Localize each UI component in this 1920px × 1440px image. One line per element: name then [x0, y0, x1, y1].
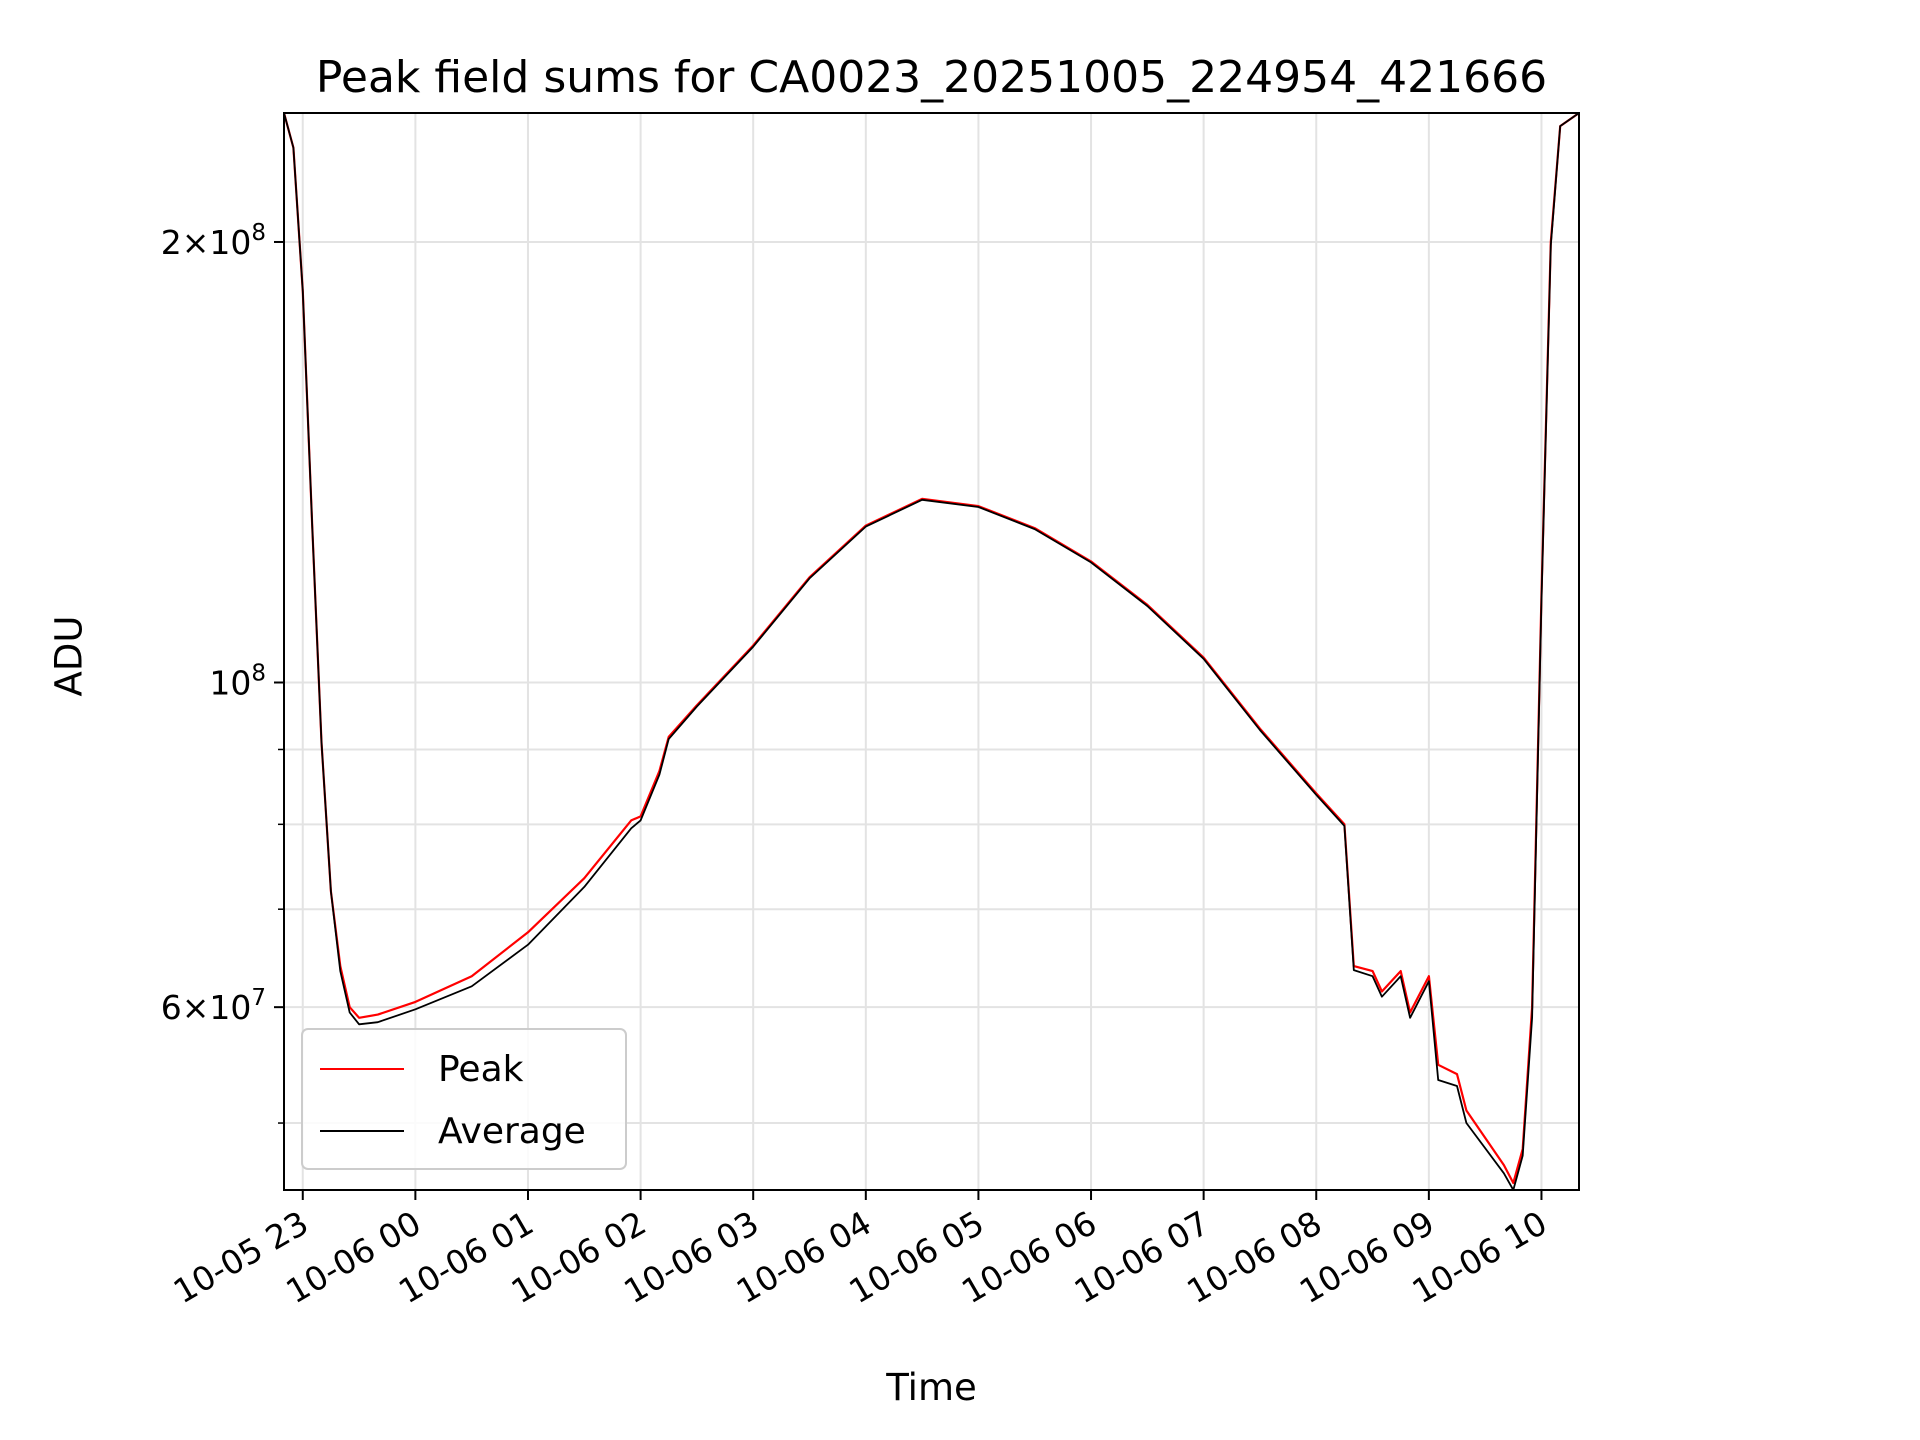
- series-lines: [284, 113, 1579, 1190]
- y-tick-label: 6×107: [161, 985, 266, 1027]
- x-axis-label: Time: [886, 1366, 977, 1409]
- legend-box: [301, 1028, 627, 1170]
- y-tick-label: 108: [209, 661, 266, 703]
- grid: [284, 113, 1579, 1190]
- chart-title: Peak field sums for CA0023_20251005_2249…: [315, 52, 1548, 103]
- series-line-average: [284, 113, 1579, 1190]
- legend: Peak Average: [301, 1028, 627, 1170]
- y-tick-label: 2×108: [161, 220, 266, 262]
- legend-label-average: Average: [438, 1111, 586, 1152]
- series-line-peak: [284, 113, 1579, 1185]
- legend-label-peak: Peak: [438, 1049, 524, 1090]
- plot-frame: [283, 112, 1580, 1191]
